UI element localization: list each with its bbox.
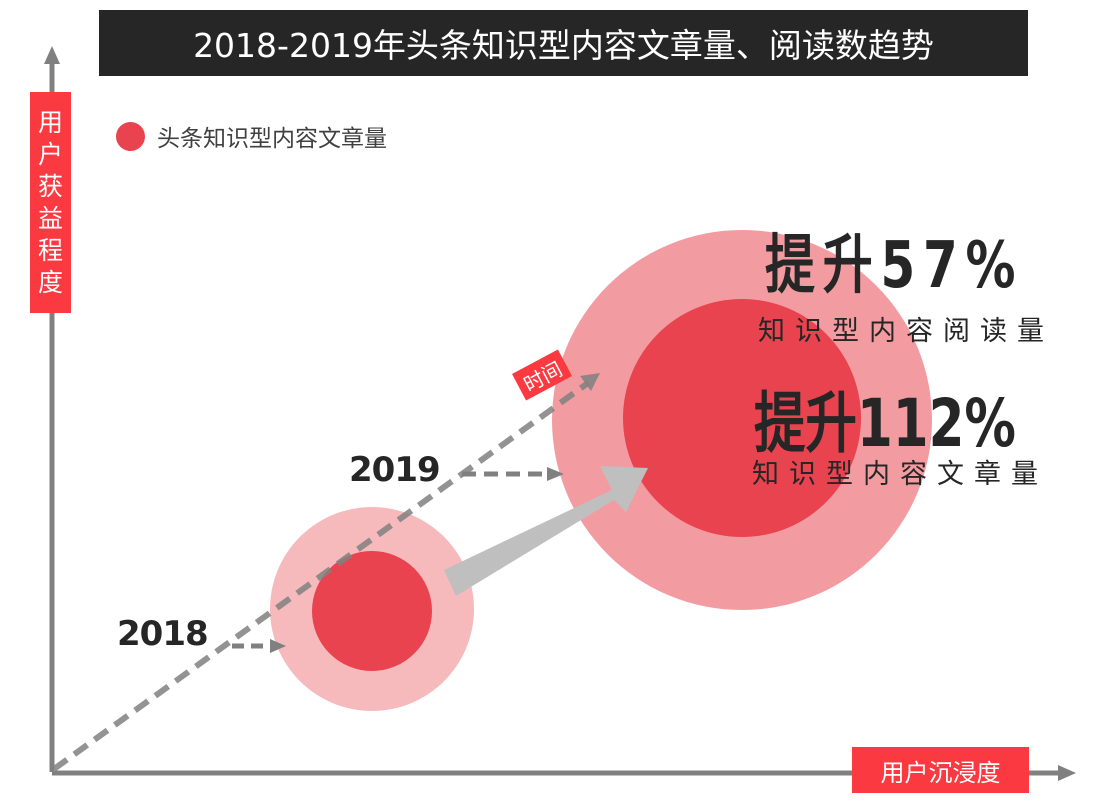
x-axis-arrow-icon <box>1058 765 1076 781</box>
y-axis-arrow-icon <box>44 46 60 64</box>
chart-title: 2018-2019年头条知识型内容文章量、阅读数趋势 <box>99 10 1028 76</box>
y-label-char: 获 <box>37 171 63 201</box>
bubble-2018-inner <box>312 551 432 671</box>
time-trend-line <box>52 373 600 772</box>
bubble-2019-inner <box>623 299 861 537</box>
year-label-2019: 2019 <box>349 450 441 490</box>
y-label-char: 用 <box>37 107 63 137</box>
pointer-2018 <box>232 639 286 653</box>
pointer-2019 <box>462 467 564 481</box>
stat-article-caption: 知识型内容文章量 <box>752 459 1048 490</box>
pointer-2019-arrow-icon <box>547 467 564 481</box>
stat-article-growth: 提升112% <box>754 385 1017 462</box>
legend: 头条知识型内容文章量 <box>116 119 387 153</box>
growth-arrow-icon <box>444 466 648 596</box>
y-label-char: 度 <box>37 267 63 297</box>
legend-label: 头条知识型内容文章量 <box>157 126 387 152</box>
x-axis-label: 用户沉浸度 <box>852 747 1029 793</box>
pointer-2018-arrow-icon <box>270 639 286 653</box>
bubble-2018 <box>270 507 474 711</box>
y-label-char: 益 <box>37 203 63 233</box>
y-axis-label: 用 户 获 益 程 度 <box>30 92 71 313</box>
y-label-char: 户 <box>37 139 63 169</box>
legend-dot-icon <box>116 121 145 151</box>
year-label-2018: 2018 <box>117 614 209 654</box>
stat-reading-caption: 知识型内容阅读量 <box>758 316 1054 347</box>
stat-reading-growth: 提升57% <box>765 229 1024 303</box>
bubble-2019 <box>552 230 932 610</box>
y-label-char: 程 <box>37 235 63 265</box>
time-arrow-icon <box>580 373 600 391</box>
